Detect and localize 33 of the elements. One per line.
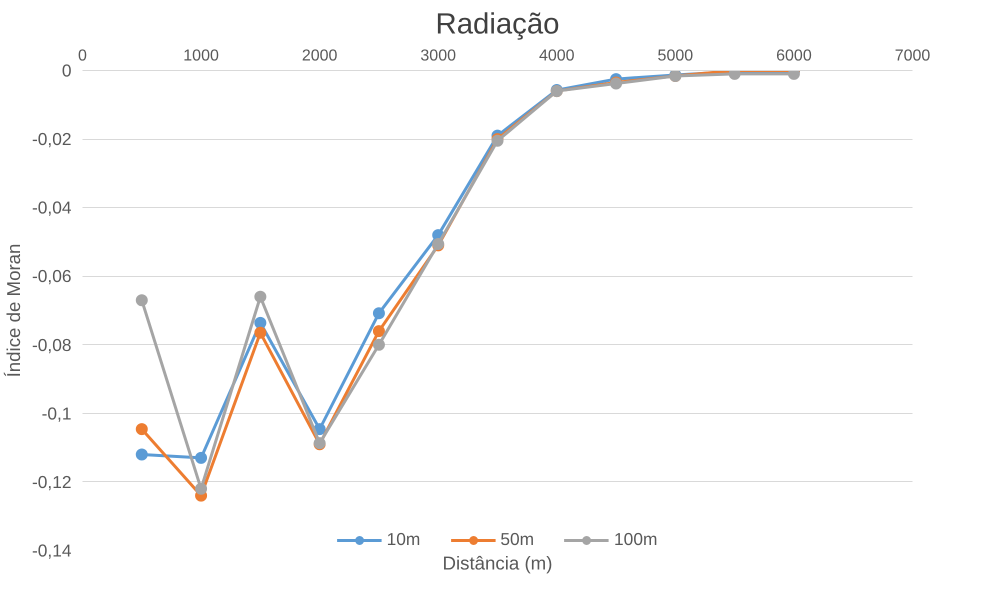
point	[372, 307, 385, 320]
legend-label: 50m	[500, 529, 534, 550]
x-axis-title: Distância (m)	[442, 552, 552, 574]
y-tick-label: 0	[62, 60, 72, 80]
point	[254, 326, 266, 339]
y-tick-label: -0,14	[32, 540, 72, 560]
x-tick-label: 0	[78, 48, 88, 64]
y-tick-label: -0,08	[32, 334, 72, 355]
point	[195, 482, 208, 495]
y-tick-label: -0,06	[32, 266, 72, 286]
chart-title: Radiação	[436, 8, 560, 40]
point	[136, 448, 148, 460]
point	[136, 423, 148, 436]
x-tick-label: 3000	[420, 48, 456, 64]
y-tick-label: -0,1	[42, 403, 72, 424]
legend-label: 10m	[386, 529, 420, 550]
point	[254, 290, 266, 303]
y-tick-label: -0,12	[32, 472, 72, 492]
x-tick-label: 6000	[776, 48, 812, 64]
x-tick-label: 2000	[302, 48, 338, 64]
x-tick-label: 7000	[894, 48, 930, 64]
x-tick-label: 4000	[538, 48, 575, 64]
point	[254, 316, 266, 329]
y-tick-label: -0,02	[32, 129, 72, 150]
x-tick-label: 1000	[183, 48, 219, 64]
x-tick-label: 5000	[658, 48, 694, 64]
y-tick-label: -0,04	[32, 198, 72, 218]
legend-label: 100m	[614, 529, 658, 550]
point	[136, 294, 148, 306]
point	[372, 325, 385, 338]
point	[372, 338, 385, 351]
point	[195, 452, 208, 464]
y-axis-title: Índice de Moran	[3, 244, 24, 378]
